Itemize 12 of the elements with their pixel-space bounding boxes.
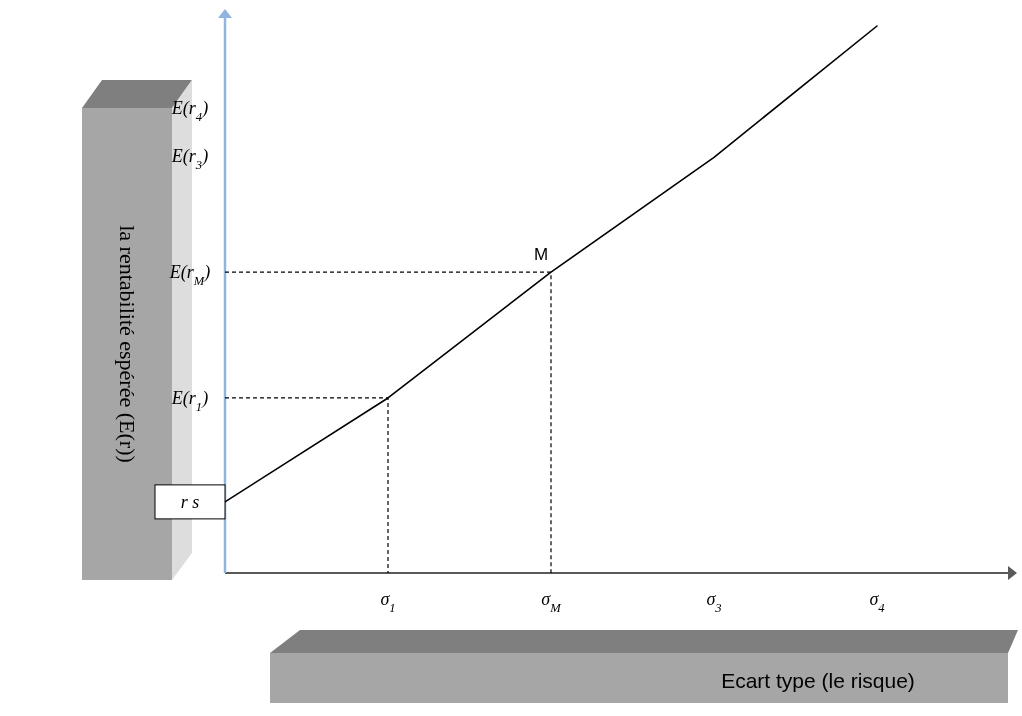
x-tick-label: σ$_{4}$ — [869, 589, 886, 615]
ref-line-label: E(r$_{1}$) — [170, 387, 209, 414]
x-tick-label: σ$_{M}$ — [541, 589, 563, 615]
x-axis-title: Ecart type (le risque) — [721, 669, 915, 692]
x-tick-label: σ$_{3}$ — [706, 589, 722, 615]
annotation: M — [533, 245, 549, 265]
y-axis-title: la rentabilité espérée (E(r)) — [115, 225, 140, 463]
text: r s — [180, 491, 200, 512]
text: E(r$_{4}$) — [170, 98, 209, 124]
ref-line-label: E(r$_{M}$) — [168, 262, 211, 289]
x-tick-label: σ$_{1}$ — [380, 589, 396, 615]
text: E(r$_{3}$) — [170, 146, 209, 172]
